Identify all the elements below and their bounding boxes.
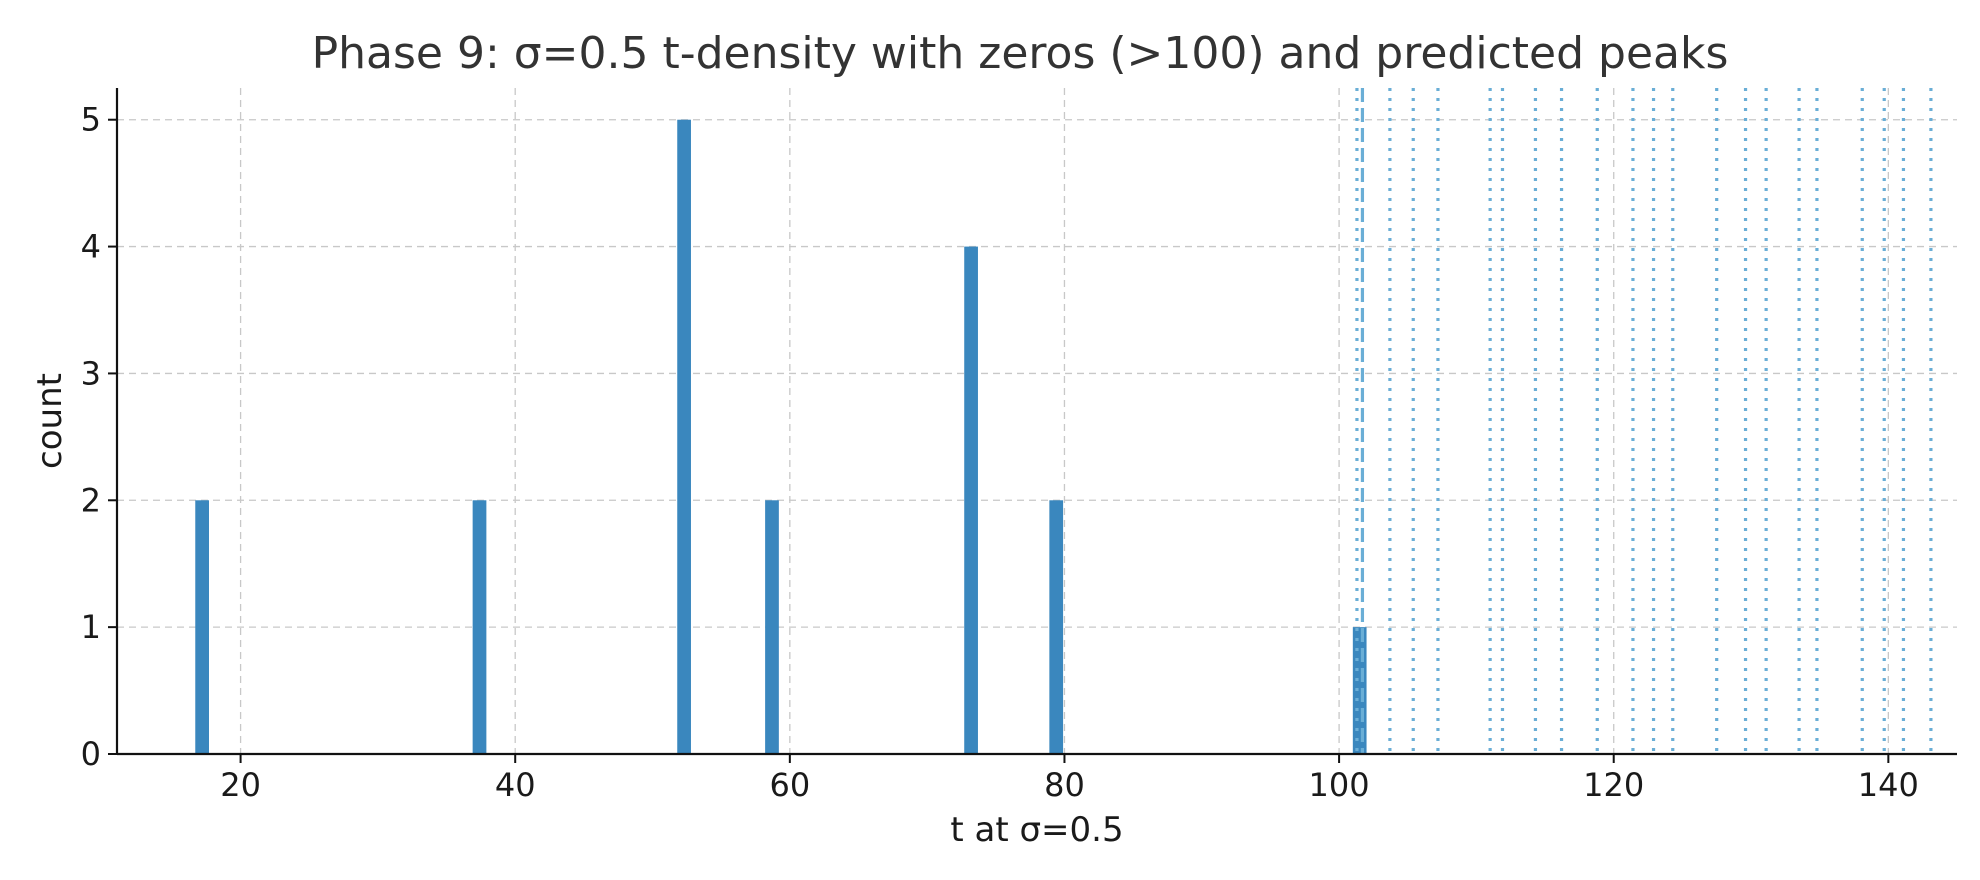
y-axis-label: count: [30, 373, 70, 469]
y-tick-label: 2: [81, 481, 101, 519]
x-tick-label: 80: [1044, 766, 1085, 804]
x-tick-label: 120: [1583, 766, 1644, 804]
axes: [115, 88, 1957, 756]
histogram-bar: [964, 246, 978, 755]
x-tick-label: 20: [220, 766, 261, 804]
histogram-bar: [1352, 627, 1367, 754]
histogram-bar: [472, 500, 487, 754]
histogram-bar: [765, 500, 779, 754]
chart-title: Phase 9: σ=0.5 t-density with zeros (>10…: [312, 28, 1729, 79]
x-tick-label: 60: [769, 766, 810, 804]
y-tick-label: 4: [81, 228, 101, 266]
histogram-bar: [677, 119, 691, 754]
x-axis-label: t at σ=0.5: [950, 810, 1123, 850]
x-tick-label: 100: [1309, 766, 1370, 804]
histogram-bar: [195, 500, 209, 754]
zero-lines: [1355, 88, 1933, 754]
grid-lines: [117, 88, 1957, 754]
x-tick-label: 40: [495, 766, 536, 804]
y-tick-label: 0: [81, 735, 101, 773]
x-tick-label: 140: [1858, 766, 1919, 804]
y-tick-label: 1: [81, 608, 101, 646]
histogram-bars: [195, 119, 1367, 755]
y-tick-label: 5: [81, 101, 101, 139]
y-tick-label: 3: [81, 354, 101, 392]
histogram-bar: [1049, 500, 1064, 754]
tick-marks: 20 40 60 80 100 120 140 0 1 2 3 4 5: [81, 101, 1919, 804]
